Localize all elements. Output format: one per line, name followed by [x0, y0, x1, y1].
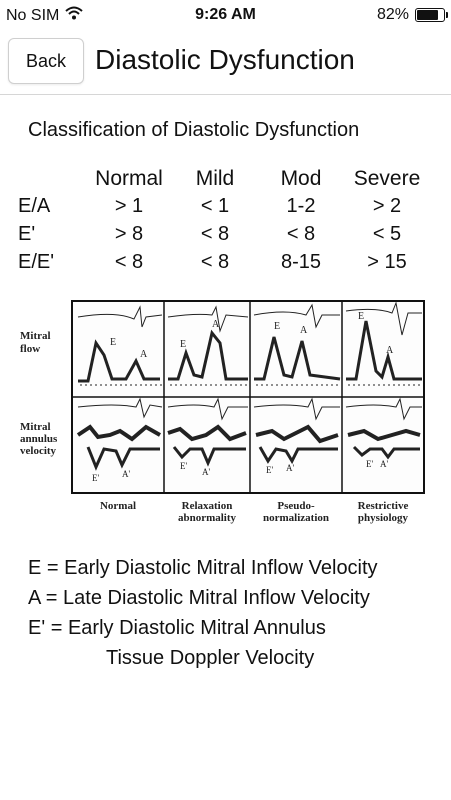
wave-letter: E: [358, 311, 364, 322]
wave-letter: A: [212, 319, 220, 330]
row-label-mitral-annulus: Mitral annulus velocity: [20, 421, 58, 457]
row-label-line: flow: [20, 343, 40, 355]
status-right: 82%: [376, 6, 448, 24]
battery-fill: [417, 10, 438, 20]
table-cell: 1-2: [286, 195, 316, 217]
table-cell: < 1: [200, 195, 230, 217]
column-caption: physiology: [358, 512, 409, 524]
table-header-cell: Normal: [95, 167, 163, 190]
wave-letter: E: [180, 339, 186, 350]
table-cell: < 5: [372, 223, 402, 245]
wave-letter: A: [386, 345, 394, 356]
row-label-line: Mitral: [20, 421, 51, 433]
page-title: Diastolic Dysfunction: [95, 44, 355, 75]
wave-letter: A': [122, 469, 130, 479]
table-cell: > 1: [114, 195, 144, 217]
legend-line: A = Late Diastolic Mitral Inflow Velocit…: [28, 587, 370, 609]
table-header-cell: Mild: [195, 167, 235, 190]
status-bar: No SIM 9:26 AM 82%: [0, 0, 451, 30]
classification-table: Normal Mild Mod Severe E/A > 1 < 1 1-2 >…: [18, 167, 438, 279]
table-cell: < 8: [200, 251, 230, 273]
table-header-corner: [18, 167, 86, 195]
table-header-cell: Severe: [353, 167, 421, 190]
legend: E = Early Diastolic Mitral Inflow Veloci…: [28, 553, 378, 673]
wave-letter: E': [266, 465, 273, 475]
wave-letter: E': [180, 461, 187, 471]
table-row: E' > 8 < 8 < 8 < 5: [18, 223, 438, 251]
table-cell: > 15: [367, 251, 407, 273]
row-label-line: velocity: [20, 445, 57, 457]
status-time: 9:26 AM: [195, 6, 256, 23]
wave-letter: A: [300, 325, 308, 336]
table-cell: < 8: [114, 251, 144, 273]
waveform-normal-annulus: E' A': [76, 397, 163, 483]
wave-letter: A': [286, 463, 294, 473]
wave-letter: E': [92, 473, 99, 483]
table-cell: < 8: [286, 223, 316, 245]
legend-line: E = Early Diastolic Mitral Inflow Veloci…: [28, 557, 378, 579]
battery-percent: 82%: [376, 6, 409, 23]
table-cell: 8-15: [280, 251, 322, 273]
navigation-bar: Back Diastolic Dysfunction: [0, 30, 451, 95]
table-row: E/A > 1 < 1 1-2 > 2: [18, 195, 438, 223]
column-caption: abnormality: [178, 512, 237, 524]
table-row: E/E' < 8 < 8 8-15 > 15: [18, 251, 438, 279]
back-button[interactable]: Back: [8, 38, 84, 84]
waveform-restrictive-mitral-flow: E A: [345, 301, 422, 386]
table-cell: < 8: [200, 223, 230, 245]
battery-icon: [415, 8, 448, 22]
waveform-relaxation-mitral-flow: E A: [167, 305, 249, 386]
table-header: Normal Mild Mod Severe: [18, 167, 438, 195]
column-caption: Pseudo-: [277, 500, 315, 512]
wifi-icon: [65, 6, 84, 25]
table-cell: > 2: [372, 195, 402, 217]
row-label: E/E': [18, 251, 55, 273]
carrier-label: No SIM: [6, 6, 60, 24]
row-label-mitral-flow: Mitral flow: [20, 330, 51, 355]
waveform-pseudonormal-mitral-flow: E A: [253, 303, 341, 386]
waveform-pseudonormal-annulus: E' A': [253, 397, 340, 475]
column-caption: Restrictive: [358, 500, 409, 512]
waveform-relaxation-annulus: E' A': [167, 397, 248, 477]
column-caption: Normal: [100, 500, 136, 512]
wave-letter: A': [380, 459, 388, 469]
column-caption: normalization: [263, 512, 329, 524]
section-title: Classification of Diastolic Dysfunction: [28, 119, 360, 141]
wave-letter: E: [274, 321, 280, 332]
wave-letter: A': [202, 467, 210, 477]
row-label: E/A: [18, 195, 51, 217]
wave-letter: E': [366, 459, 373, 469]
waveform-restrictive-annulus: E' A': [345, 397, 422, 469]
waveform-normal-mitral-flow: E A: [77, 305, 163, 386]
doppler-figure: Mitral flow Mitral annulus velocity E A: [16, 295, 436, 535]
row-label: E': [18, 223, 36, 245]
column-caption: Relaxation: [182, 500, 233, 512]
table-cell: > 8: [114, 223, 144, 245]
table-header-cell: Mod: [280, 167, 322, 190]
row-label-line: Mitral: [20, 330, 51, 342]
status-left: No SIM: [6, 6, 84, 25]
wave-letter: E: [110, 337, 116, 348]
wave-letter: A: [140, 349, 148, 360]
row-label-line: annulus: [20, 433, 58, 445]
legend-line: E' = Early Diastolic Mitral Annulus: [28, 617, 326, 639]
legend-line: Tissue Doppler Velocity: [106, 647, 315, 669]
